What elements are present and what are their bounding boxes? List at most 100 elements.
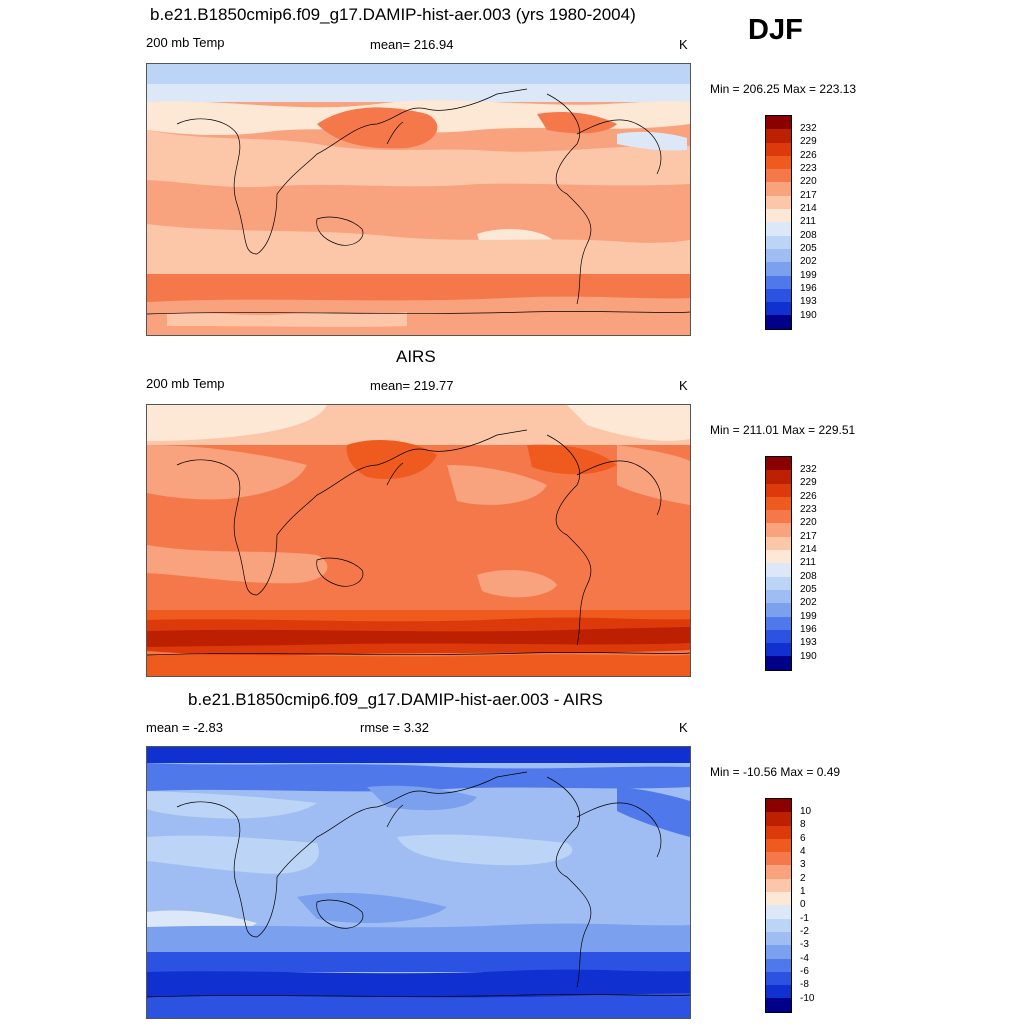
colorbar-swatch [766,288,791,303]
colorbar-label: 214 [800,544,817,555]
colorbar-label: 190 [800,651,817,662]
colorbar-swatch [766,589,791,604]
panel1-title: b.e21.B1850cmip6.f09_g17.DAMIP-hist-aer.… [150,5,636,24]
colorbar-label: 199 [800,611,817,622]
colorbar-swatch [766,195,791,210]
colorbar-label: 196 [800,624,817,635]
colorbar-label: 208 [800,230,817,241]
colorbar-swatch [766,825,791,839]
colorbar-label: 2 [800,873,806,884]
colorbar-swatch [766,248,791,263]
colorbar-label: -10 [800,993,815,1004]
panel2-mean-label: mean= 219.77 [370,378,454,393]
panel3-units: K [679,720,688,735]
colorbar-label: 0 [800,899,806,910]
colorbar-label: 232 [800,123,817,134]
panel1-map-svg [147,64,690,335]
colorbar-label: 6 [800,833,806,844]
colorbar-swatch [766,523,791,537]
colorbar-label: 223 [800,504,817,515]
panel3-map-svg [147,747,690,1018]
colorbar-label: 223 [800,163,817,174]
colorbar-label: 211 [800,216,816,227]
colorbar-swatch [766,918,791,932]
panel1-mean-label: mean= 216.94 [370,37,454,52]
colorbar-swatch [766,971,791,986]
colorbar-label: 208 [800,571,817,582]
colorbar-swatch [766,510,791,524]
colorbar-label: 220 [800,176,817,187]
colorbar-swatch [766,812,791,826]
colorbar-label: 193 [800,637,817,648]
colorbar-label: -6 [800,966,809,977]
colorbar-label: 226 [800,150,817,161]
panel2-colorbar [765,456,792,671]
colorbar-label: 211 [800,557,816,568]
colorbar-label: 196 [800,283,817,294]
colorbar-label: 229 [800,136,817,147]
colorbar-label: 217 [800,531,817,542]
colorbar-swatch [766,129,791,143]
colorbar-label: -8 [800,979,809,990]
colorbar-swatch [766,878,791,893]
colorbar-swatch [766,470,791,484]
colorbar-label: 3 [800,859,806,870]
panel3-map [146,746,691,1019]
panel3-rmse-label: rmse = 3.32 [360,720,430,735]
colorbar-label: 202 [800,256,817,267]
panel1-map [146,63,691,336]
colorbar-swatch [766,209,791,223]
colorbar-swatch [766,643,791,657]
colorbar-label: 229 [800,477,817,488]
panel1-colorbar [765,115,792,330]
colorbar-label: 217 [800,190,817,201]
panel3-title: b.e21.B1850cmip6.f09_g17.DAMIP-hist-aer.… [188,690,603,709]
colorbar-label: -4 [800,953,809,964]
colorbar-swatch [766,550,791,564]
colorbar-label: 232 [800,464,817,475]
colorbar-swatch [766,865,791,879]
colorbar-swatch [766,235,791,249]
colorbar-label: 4 [800,846,806,857]
colorbar-swatch [766,892,791,906]
colorbar-swatch [766,483,791,497]
colorbar-swatch [766,563,791,577]
colorbar-label: -1 [800,913,809,924]
colorbar-label: 205 [800,584,817,595]
colorbar-label: 10 [800,806,812,817]
colorbar-swatch [766,852,791,866]
colorbar-swatch [766,799,791,813]
panel2-map [146,404,691,677]
colorbar-label: 220 [800,517,817,528]
colorbar-swatch [766,931,791,946]
colorbar-swatch [766,945,791,959]
colorbar-swatch [766,496,791,511]
panel1-variable-label: 200 mb Temp [146,35,225,50]
colorbar-swatch [766,958,791,972]
colorbar-label: -2 [800,926,809,937]
colorbar-swatch [766,302,791,316]
colorbar-swatch [766,275,791,289]
panel1-minmax: Min = 206.25 Max = 223.13 [710,82,857,96]
colorbar-swatch [766,222,791,236]
panel2-minmax: Min = 211.01 Max = 229.51 [710,423,856,437]
colorbar-swatch [766,142,791,156]
panel2-units: K [679,378,688,393]
colorbar-swatch [766,576,791,590]
colorbar-swatch [766,838,791,853]
colorbar-swatch [766,315,791,329]
colorbar-swatch [766,998,791,1012]
colorbar-label: 1 [800,886,806,897]
panel2-title: AIRS [396,347,436,366]
colorbar-swatch [766,155,791,170]
colorbar-label: 214 [800,203,817,214]
season-label: DJF [748,14,803,46]
colorbar-label: 8 [800,819,806,830]
colorbar-label: 193 [800,296,817,307]
panel2-map-svg [147,405,690,676]
colorbar-swatch [766,536,791,551]
colorbar-swatch [766,116,791,130]
colorbar-swatch [766,616,791,630]
colorbar-swatch [766,656,791,670]
colorbar-swatch [766,629,791,644]
